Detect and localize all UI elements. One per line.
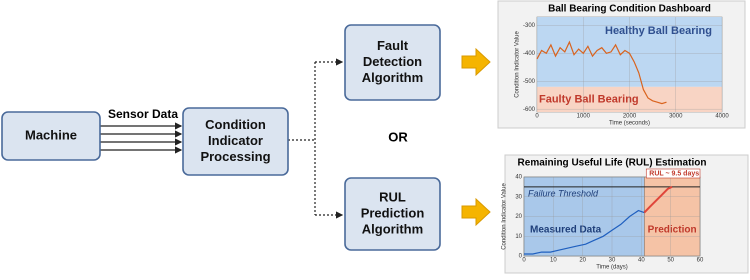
node-label: Algorithm — [362, 221, 423, 236]
x-tick-label: 60 — [697, 258, 704, 264]
yellow-arrows — [461, 47, 491, 227]
node-label: Condition — [205, 117, 266, 132]
edge-label: Sensor Data — [108, 107, 178, 121]
x-tick-label: 40 — [638, 258, 645, 264]
rul-box — [645, 168, 701, 179]
node-label: Indicator — [208, 133, 263, 148]
connectors — [100, 58, 344, 219]
y-tick-label: -500 — [523, 79, 536, 85]
x-tick-label: 10 — [550, 258, 557, 264]
x-axis-label: Time (days) — [596, 265, 627, 271]
x-tick-label: 1000 — [577, 114, 591, 120]
region-label: Measured Data — [530, 225, 602, 236]
y-tick-label: 30 — [515, 194, 522, 200]
y-tick-label: 0 — [519, 254, 523, 260]
band-label: Faulty Ball Bearing — [539, 93, 639, 105]
node-box — [344, 24, 441, 101]
node-label: Fault — [377, 38, 409, 53]
y-tick-label: -400 — [523, 51, 536, 57]
node-box — [1, 111, 101, 161]
series-line — [524, 209, 645, 255]
band-label: Healthy Ball Bearing — [605, 25, 712, 37]
node-box — [182, 107, 289, 176]
node-label: RUL — [379, 189, 406, 204]
y-axis-label: Condition Indicator Value — [502, 183, 508, 250]
y-tick-label: 40 — [515, 175, 522, 181]
y-axis-label: Condition Indicator Value — [515, 31, 521, 98]
x-tick-label: 30 — [609, 258, 616, 264]
y-tick-label: -600 — [523, 107, 536, 113]
chart-title: Ball Bearing Condition Dashboard — [548, 4, 711, 15]
node-label: Prediction — [361, 205, 425, 220]
rul-label: RUL ~ 9.5 days — [649, 170, 699, 177]
series-line — [643, 185, 673, 214]
node-box — [344, 177, 441, 251]
node-label: Machine — [25, 127, 77, 142]
node-label: Algorithm — [362, 70, 423, 85]
x-tick-label: 2000 — [623, 114, 637, 120]
y-tick-label: -300 — [523, 23, 536, 29]
x-tick-label: 0 — [522, 258, 526, 264]
y-tick-label: 10 — [515, 234, 522, 240]
x-axis-label: Time (seconds) — [609, 121, 650, 127]
or-label: OR — [388, 129, 408, 144]
x-tick-label: 50 — [667, 258, 674, 264]
node-label: Processing — [200, 149, 270, 164]
chart-title: Remaining Useful Life (RUL) Estimation — [518, 158, 707, 169]
x-tick-label: 0 — [535, 114, 539, 120]
node-label: Detection — [363, 54, 422, 69]
x-tick-label: 4000 — [715, 114, 729, 120]
series-line — [536, 40, 667, 105]
threshold-label: Failure Threshold — [528, 188, 599, 198]
x-tick-label: 20 — [579, 258, 586, 264]
x-tick-label: 3000 — [669, 114, 683, 120]
y-tick-label: 20 — [515, 214, 522, 220]
region-label: Prediction — [648, 225, 697, 236]
